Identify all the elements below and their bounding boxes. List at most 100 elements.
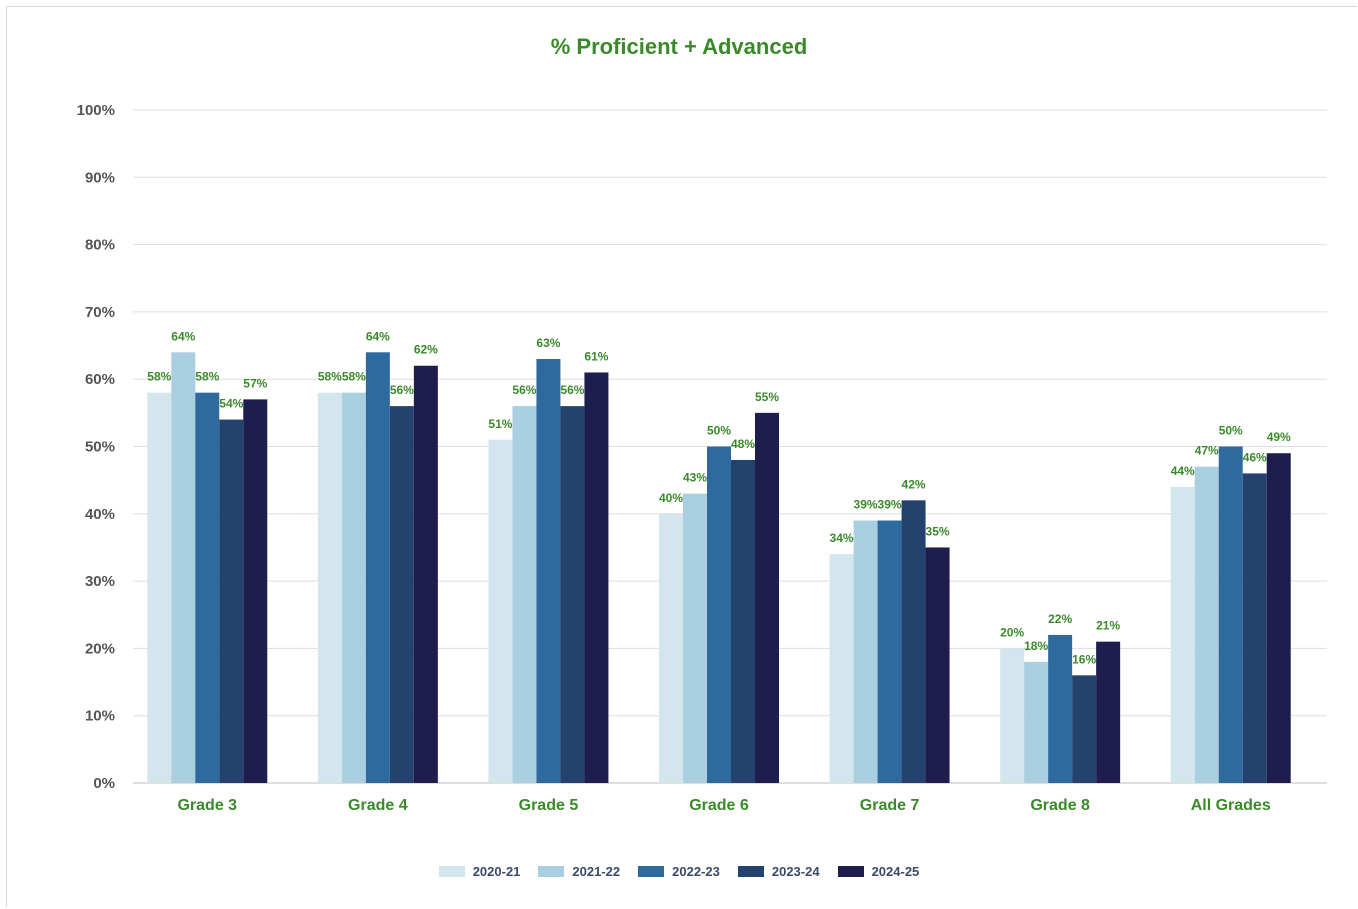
legend-item: 2023-24 <box>737 864 820 879</box>
data-label: 49% <box>1267 430 1291 444</box>
bars <box>147 352 1291 783</box>
data-label: 63% <box>536 336 560 350</box>
x-tick-label: All Grades <box>1191 797 1271 814</box>
legend-item: 2020-21 <box>438 864 521 879</box>
y-tick-label: 80% <box>85 237 115 254</box>
bar <box>488 439 513 783</box>
bar <box>707 446 731 783</box>
x-tick-label: Grade 5 <box>519 797 579 814</box>
legend-item: 2022-23 <box>638 864 720 879</box>
bar <box>389 406 414 783</box>
bar <box>171 352 196 783</box>
data-label: 56% <box>390 383 414 397</box>
bar <box>1000 648 1025 783</box>
legend-label: 2024-25 <box>871 864 920 879</box>
data-label: 64% <box>366 329 390 343</box>
y-tick-label: 50% <box>85 439 115 456</box>
bar <box>1024 661 1049 783</box>
legend-swatch <box>837 866 864 877</box>
bar <box>1072 675 1097 783</box>
x-tick-label: Grade 3 <box>177 797 237 814</box>
data-label: 55% <box>755 390 779 404</box>
data-label: 64% <box>171 329 195 343</box>
data-label: 58% <box>318 370 342 384</box>
data-label: 46% <box>1243 450 1267 464</box>
bar <box>901 500 926 783</box>
x-tick-label: Grade 8 <box>1030 797 1090 814</box>
legend-swatch <box>438 866 465 877</box>
legend-label: 2021-22 <box>572 864 621 879</box>
y-tick-label: 30% <box>85 573 115 590</box>
bar <box>683 493 707 783</box>
legend: 2020-21 2021-22 2022-23 2023-24 2024-25 <box>0 864 1358 879</box>
data-label: 43% <box>683 471 707 485</box>
bar <box>317 392 342 783</box>
data-label: 18% <box>1024 639 1048 653</box>
x-tick-label: Grade 7 <box>860 797 920 814</box>
data-label: 40% <box>659 491 683 505</box>
y-tick-label: 100% <box>77 102 115 119</box>
data-label: 56% <box>512 383 536 397</box>
legend-swatch <box>638 866 665 877</box>
bar <box>877 520 902 783</box>
bar <box>584 372 609 783</box>
y-tick-label: 40% <box>85 506 115 523</box>
x-tick-label: Grade 6 <box>689 797 749 814</box>
data-label: 20% <box>1000 625 1024 639</box>
y-tick-label: 0% <box>93 775 115 792</box>
data-label: 35% <box>926 524 950 538</box>
data-label: 50% <box>1219 424 1243 438</box>
data-label: 16% <box>1072 652 1096 666</box>
bar <box>853 520 878 783</box>
data-label: 57% <box>243 376 267 390</box>
data-label: 21% <box>1096 619 1120 633</box>
data-label: 47% <box>1195 444 1219 458</box>
data-label: 58% <box>147 370 171 384</box>
bar <box>1096 641 1121 783</box>
legend-swatch <box>538 866 565 877</box>
data-label: 39% <box>878 498 902 512</box>
y-tick-label: 70% <box>85 304 115 321</box>
bar <box>731 459 755 783</box>
bar <box>1218 446 1243 783</box>
legend-swatch <box>737 866 764 877</box>
bar <box>659 513 683 783</box>
y-tick-label: 90% <box>85 169 115 186</box>
bar <box>829 554 854 783</box>
bar <box>147 392 172 783</box>
y-tick-label: 10% <box>85 708 115 725</box>
data-label: 54% <box>219 397 243 411</box>
data-label: 44% <box>1171 464 1195 478</box>
bar <box>755 412 779 783</box>
y-axis-ticks: 0% 10% 20% 30% 40% 50% 60% 70% 80% 90% 100% <box>77 102 115 792</box>
bar <box>536 359 561 783</box>
bar <box>1242 473 1267 783</box>
data-label: 42% <box>902 477 926 491</box>
bar <box>413 365 438 783</box>
bar <box>195 392 220 783</box>
bar <box>341 392 366 783</box>
data-label: 34% <box>830 531 854 545</box>
data-label: 62% <box>414 343 438 357</box>
bar <box>365 352 390 783</box>
data-label: 56% <box>560 383 584 397</box>
data-label: 61% <box>584 349 608 363</box>
legend-label: 2020-21 <box>472 864 521 879</box>
data-label: 22% <box>1048 612 1072 626</box>
y-tick-label: 20% <box>85 640 115 657</box>
bar <box>1194 466 1219 783</box>
data-label: 51% <box>488 417 512 431</box>
data-labels: 58%64%58%54%57% 58% 58%64%56%62%51%56%63%5… <box>147 329 1291 666</box>
bar <box>1170 486 1195 783</box>
bar <box>219 419 244 783</box>
legend-label: 2023-24 <box>771 864 820 879</box>
data-label: 50% <box>707 424 731 438</box>
bar <box>1266 453 1291 783</box>
bar <box>512 406 537 783</box>
legend-item: 2024-25 <box>837 864 920 879</box>
bar <box>243 399 268 783</box>
data-label: 58% <box>195 370 219 384</box>
data-label: 48% <box>731 437 755 451</box>
bar <box>1048 634 1073 783</box>
